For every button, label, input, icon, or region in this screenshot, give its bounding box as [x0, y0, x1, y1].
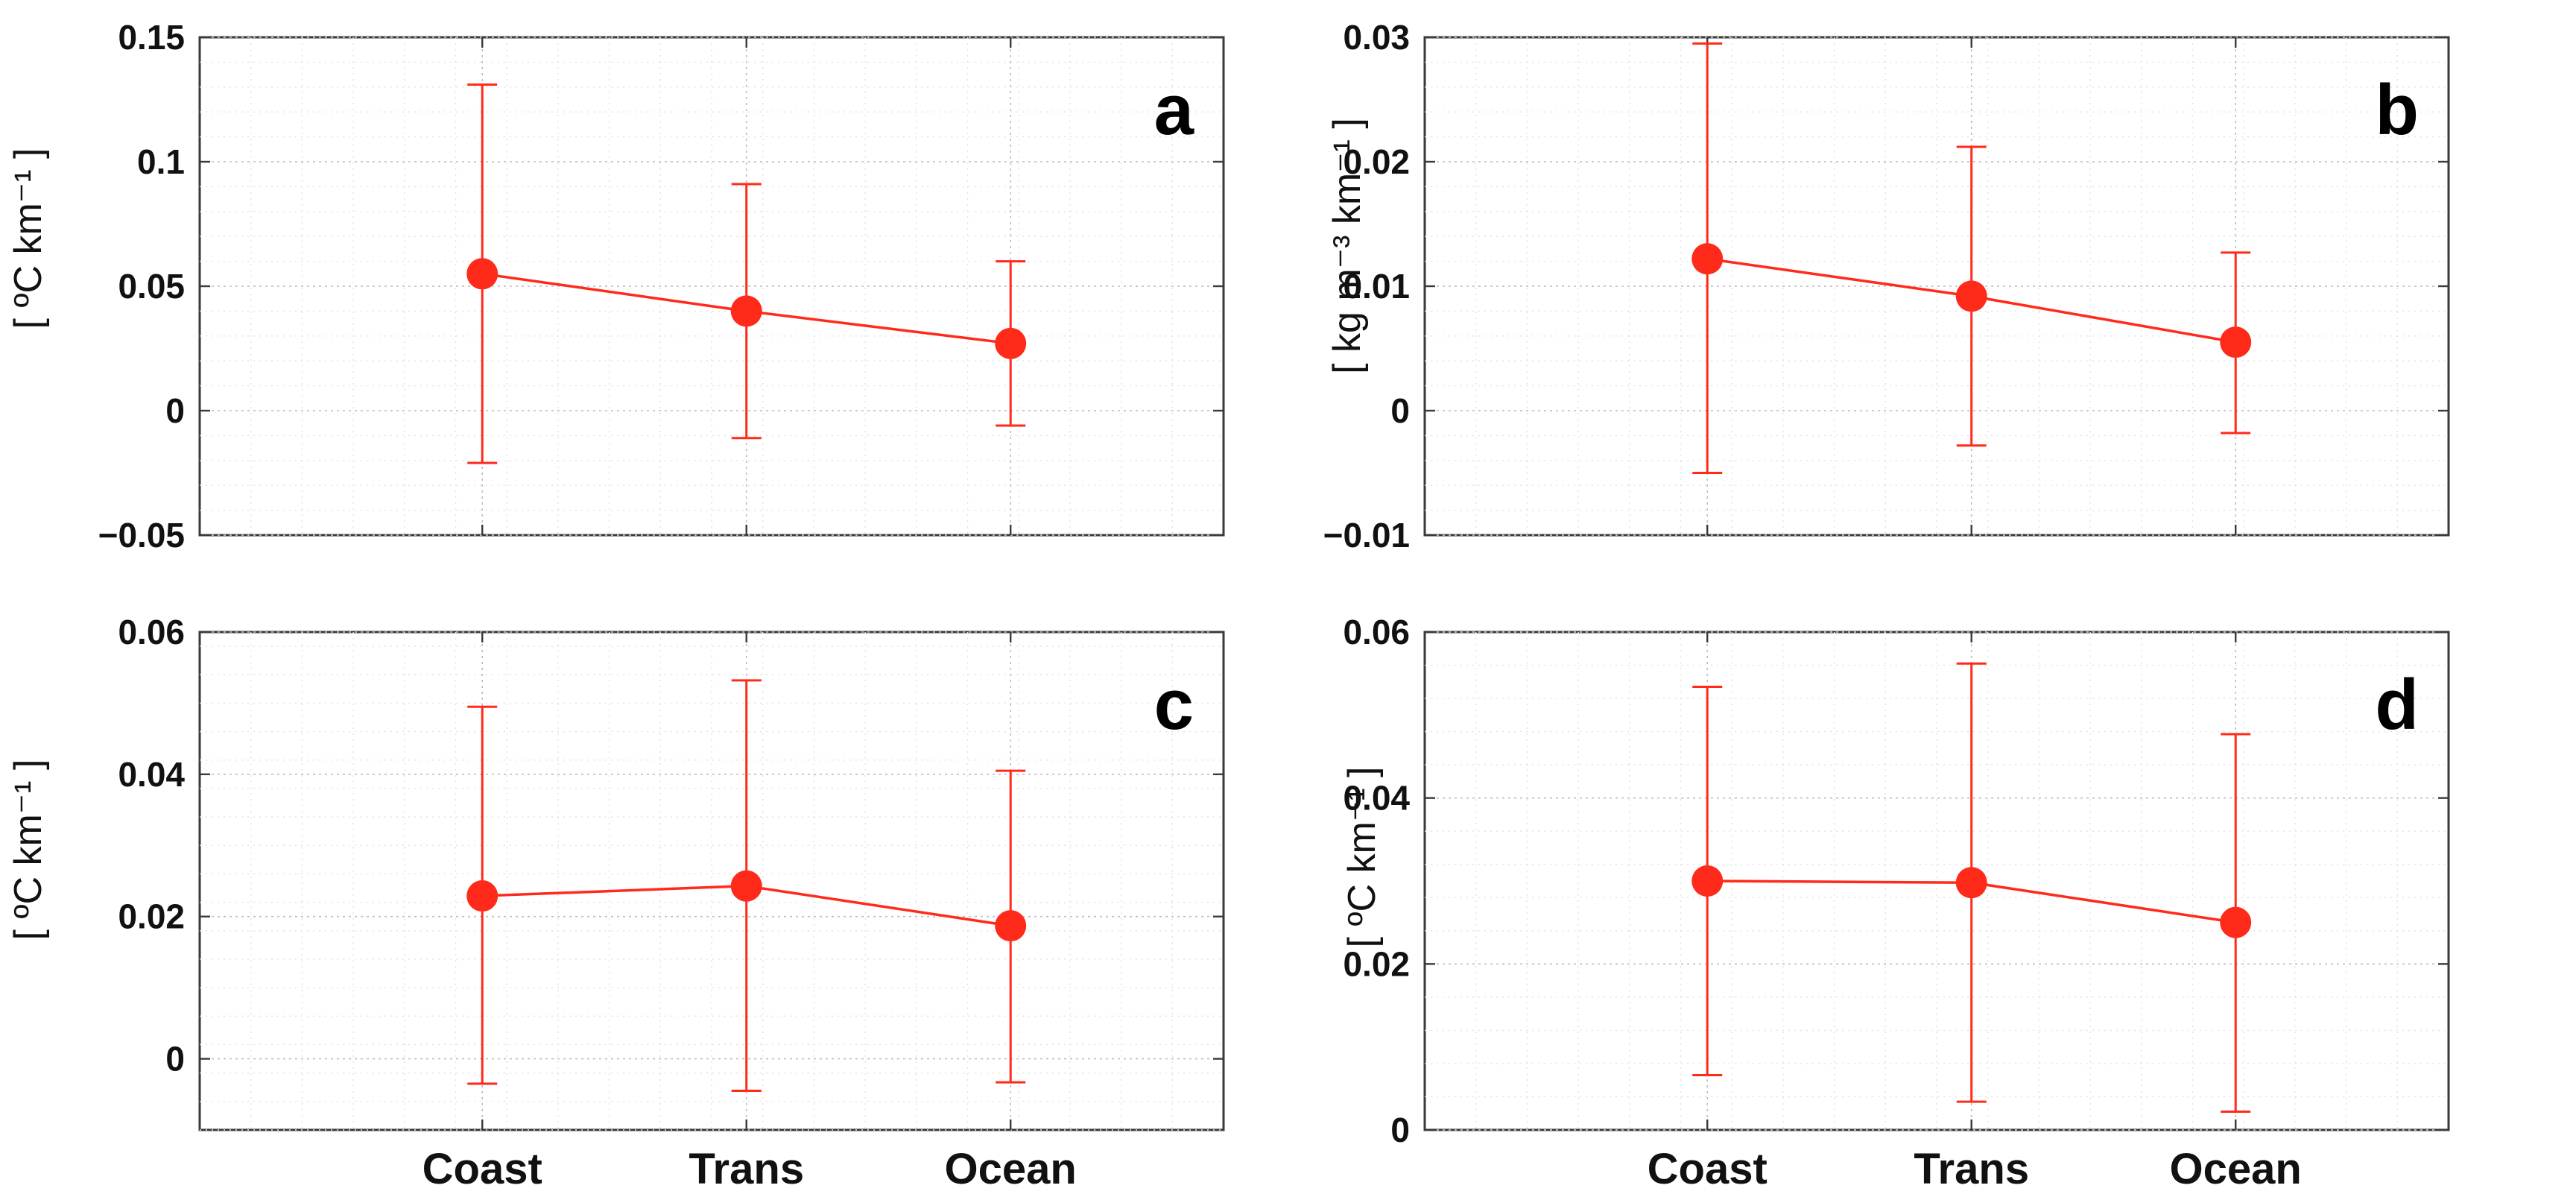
x-tick-label-coast: Coast	[1648, 1145, 1768, 1193]
panel-b: −0.01 0 0.01 0.02 0.03 [ kg m⁻³ km⁻¹ ] b	[1323, 18, 2450, 555]
plot-area-a	[198, 36, 1225, 537]
panel-letter: c	[1154, 665, 1194, 745]
data-point-trans	[1955, 280, 1987, 312]
data-point-coast	[466, 880, 499, 912]
data-point-trans	[730, 870, 762, 902]
y-tick-label: −0.05	[98, 516, 185, 555]
x-tick-label-ocean: Ocean	[2170, 1145, 2302, 1193]
x-tick-label-ocean: Ocean	[945, 1145, 1077, 1193]
y-axis-label: [ ºC km⁻¹ ]	[1341, 767, 1384, 948]
y-tick-label: 0	[165, 1040, 185, 1078]
panel-letter: b	[2375, 70, 2419, 150]
y-tick-label: 0	[165, 391, 185, 430]
panel-letter: a	[1154, 70, 1194, 150]
data-point-ocean	[995, 327, 1027, 359]
plot-area-d	[1423, 631, 2450, 1131]
plot-area-b	[1423, 36, 2450, 537]
y-tick-label: 0.02	[1343, 142, 1410, 181]
data-point-coast	[1692, 865, 1724, 897]
data-point-ocean	[2220, 326, 2252, 359]
y-tick-label: 0.04	[118, 755, 185, 794]
y-tick-label: 0.15	[118, 18, 185, 57]
x-tick-label-trans: Trans	[1914, 1145, 2029, 1193]
y-tick-label: 0.02	[1343, 944, 1410, 983]
y-axis-label: [ ºC km⁻¹ ]	[7, 759, 50, 941]
data-point-coast	[1692, 243, 1724, 275]
y-tick-label: 0	[1390, 391, 1410, 430]
y-axis-label: [ ºC km⁻¹ ]	[7, 148, 50, 329]
data-point-ocean	[995, 910, 1027, 942]
x-tick-label-coast: Coast	[423, 1145, 542, 1193]
data-point-ocean	[2220, 906, 2252, 938]
y-tick-label: −0.01	[1323, 516, 1410, 555]
y-tick-label: 0.06	[1343, 613, 1410, 651]
y-tick-label: 0.05	[118, 267, 185, 306]
y-tick-label: 0.04	[1343, 779, 1410, 818]
y-tick-label: 0.01	[1343, 267, 1410, 306]
y-tick-label: 0.02	[118, 897, 185, 936]
x-tick-label-trans: Trans	[689, 1145, 804, 1193]
data-point-trans	[730, 295, 762, 327]
y-tick-label: 0.03	[1343, 18, 1410, 57]
panel-c: 0 0.02 0.04 0.06 Coast Trans Ocean [ ºC km⁻¹ ] c	[7, 613, 1225, 1193]
y-tick-label: 0.1	[137, 142, 185, 181]
plot-area-c	[198, 631, 1225, 1131]
data-point-coast	[466, 258, 499, 290]
y-axis-label: [ kg m⁻³ km⁻¹ ]	[1326, 118, 1369, 374]
data-point-trans	[1955, 867, 1987, 899]
y-tick-label: 0.06	[118, 613, 185, 651]
y-tick-label: 0	[1390, 1111, 1410, 1149]
panel-a: −0.05 0 0.05 0.1 0.15 [ ºC km⁻¹ ] a	[7, 18, 1225, 555]
panel-d: 0 0.02 0.04 0.06 Coast Trans Ocean [ ºC km⁻¹ ] d	[1341, 613, 2450, 1193]
panel-letter: d	[2375, 665, 2419, 745]
